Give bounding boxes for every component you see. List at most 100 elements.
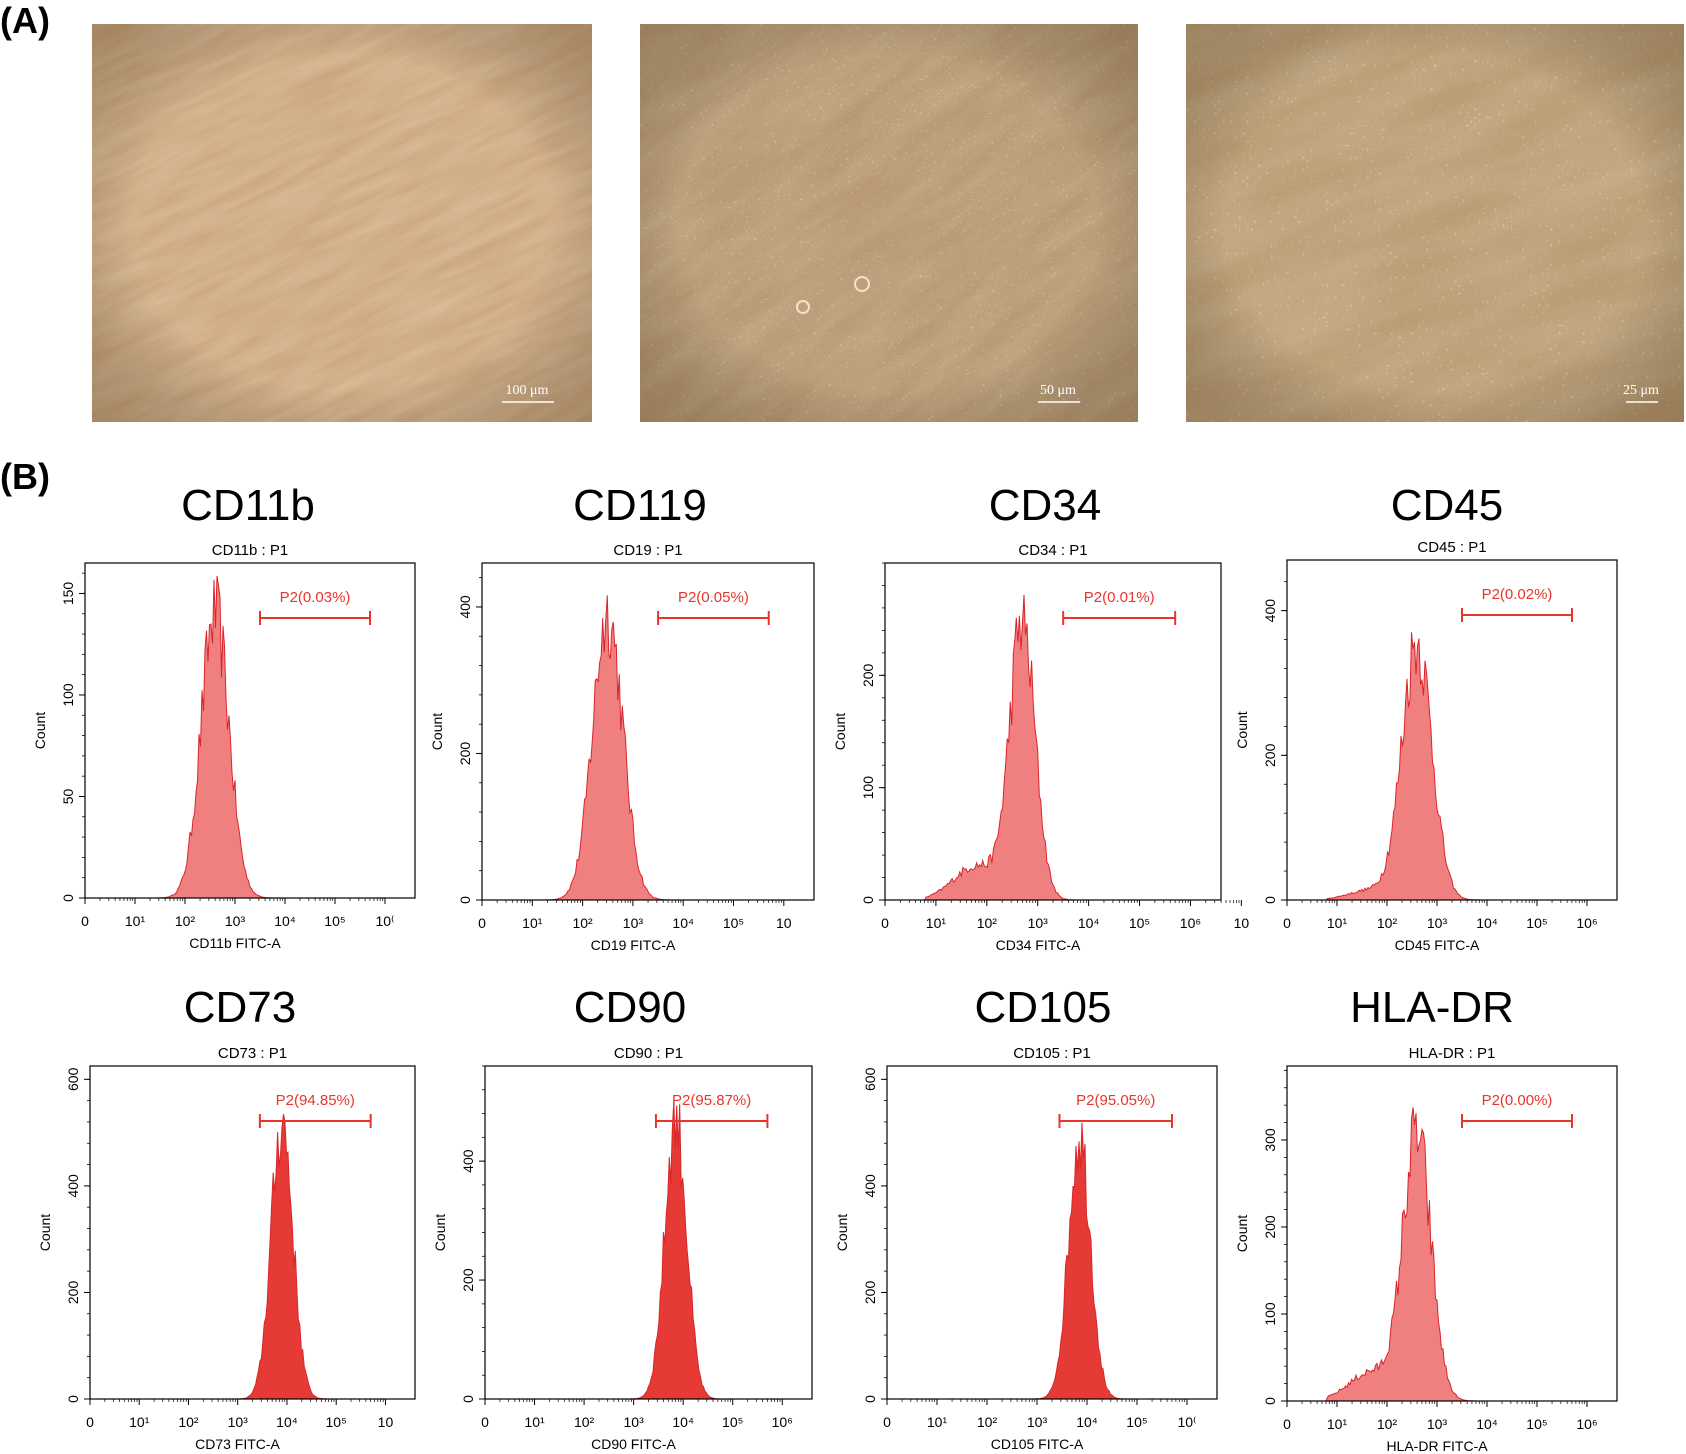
x-tick-label: 10³ [624, 1414, 645, 1430]
plot-subtitle: CD73 : P1 [218, 1045, 287, 1062]
x-tick-label: 10⁴ [1078, 915, 1100, 931]
plot-frame [1286, 1065, 1618, 1402]
x-axis-label: CD90 FITC-A [591, 1436, 676, 1452]
y-tick-label: 200 [460, 1268, 476, 1292]
y-axis-label: Count [1234, 711, 1250, 748]
x-tick-label: 0 [1283, 1416, 1291, 1432]
marker-title: CD34 [989, 481, 1102, 530]
x-tick-label: 10³ [225, 913, 246, 929]
scale-bar-label-2: 50 μm [1040, 383, 1076, 398]
y-tick-label: 0 [460, 1395, 476, 1403]
x-tick-label: 10⁽ [1177, 1414, 1196, 1430]
micrograph-1: 100 μm [92, 24, 592, 422]
x-tick-label: 10⁵ [326, 1414, 347, 1430]
marker-title: CD11b [181, 481, 315, 530]
histogram-cd105: CD105 CD105 : P1 0 200 400 600 Count 0 10¹ 10² 10³… [834, 983, 1218, 1452]
x-tick-label: 10⁵ [1526, 1416, 1547, 1432]
y-tick-label: 200 [457, 742, 473, 766]
histogram-cd73: CD73 CD73 : P1 0 200 400 600 Count 0 10¹ 10² 10³ 10… [37, 983, 416, 1452]
histogram-fill [485, 1101, 812, 1400]
x-tick-label: 0 [481, 1414, 489, 1430]
x-tick-label: 10¹ [125, 913, 146, 929]
histogram-fill [1287, 632, 1617, 901]
y-axis-label: Count [432, 1214, 448, 1251]
histogram-fill [885, 594, 1221, 901]
x-tick-label: 10² [572, 915, 593, 931]
x-tick-label: 10⁴ [276, 1414, 298, 1430]
x-tick-label: 10 [776, 915, 792, 931]
y-tick-label: 400 [862, 1174, 878, 1198]
y-tick-label: 400 [1262, 599, 1278, 623]
plot-frame [84, 562, 416, 899]
histogram-cd45: CD45 CD45 : P1 0 200 400 Count 0 10¹ 10² 10³ 10⁴ 10… [1234, 481, 1618, 953]
x-tick-label: 10⁵ [1126, 1414, 1147, 1430]
plot-subtitle: CD45 : P1 [1417, 539, 1486, 556]
x-axis-label: CD45 FITC-A [1395, 937, 1480, 953]
x-tick-label: 10⁵ [722, 1414, 743, 1430]
y-tick-label: 100 [860, 776, 876, 800]
x-axis-label: CD11b FITC-A [189, 935, 281, 951]
x-tick-label: 10⁵ [1129, 915, 1150, 931]
y-axis-label: Count [834, 1214, 850, 1251]
y-tick-label: 400 [457, 595, 473, 619]
y-tick-label: 200 [65, 1281, 81, 1305]
y-tick-label: 0 [860, 896, 876, 904]
histogram-fill [85, 575, 415, 899]
x-tick-label: 10⁶ [1180, 915, 1201, 931]
gate-label: P2(0.01%) [1084, 589, 1155, 606]
gate-label: P2(95.05%) [1076, 1092, 1155, 1109]
x-tick-label: 10³ [1027, 1414, 1048, 1430]
x-tick-label: 10² [178, 1414, 199, 1430]
x-tick-label: 10³ [1427, 1416, 1448, 1432]
y-axis-label: Count [32, 712, 48, 749]
x-tick-label: 10² [977, 1414, 998, 1430]
x-tick-label: 0 [883, 1414, 891, 1430]
histogram-cd11b: CD11b CD11b : P1 0 50 100 150 Count 0 10¹ 10² 10³ 1… [32, 481, 416, 951]
y-tick-label: 300 [1262, 1128, 1278, 1152]
x-tick-label: 10⁴ [1476, 1416, 1498, 1432]
x-tick-label: 10³ [1427, 915, 1448, 931]
y-tick-label: 100 [60, 683, 76, 707]
gate-label: P2(0.03%) [280, 589, 351, 606]
gate-label: P2(95.87%) [672, 1092, 751, 1109]
x-tick-label: 10⁴ [672, 1414, 694, 1430]
x-tick-label: 10⁽ [375, 913, 394, 929]
x-tick-label: 10⁶ [1576, 1416, 1597, 1432]
x-tick-label: 10¹ [1327, 1416, 1348, 1432]
y-tick-label: 0 [65, 1395, 81, 1403]
plot-frame [884, 562, 1222, 901]
plot-frame [89, 1065, 416, 1400]
x-tick-label: 10⁶ [772, 1414, 793, 1430]
gate-label: P2(0.05%) [678, 589, 749, 606]
micrograph-2-canvas: 50 μm [640, 24, 1138, 422]
y-axis-label: Count [1234, 1215, 1250, 1252]
x-tick-label: 0 [81, 913, 89, 929]
plot-frame [1286, 559, 1618, 901]
x-tick-label: 0 [478, 915, 486, 931]
x-tick-label: 10¹ [524, 1414, 545, 1430]
x-tick-label: 10⁵ [1526, 915, 1547, 931]
y-tick-label: 600 [862, 1067, 878, 1091]
y-tick-label: 0 [457, 896, 473, 904]
y-tick-label: 400 [460, 1149, 476, 1173]
histogram-hla-dr: HLA-DR HLA-DR : P1 0 100 200 300 Count 0 10¹ 10² 1… [1234, 983, 1618, 1454]
x-tick-label: 10 [1234, 915, 1250, 931]
x-tick-label: 10² [977, 915, 998, 931]
x-tick-label: 10⁵ [723, 915, 744, 931]
x-tick-label: 10³ [1028, 915, 1049, 931]
scale-bar-label-3: 25 μm [1623, 383, 1659, 398]
x-axis-label: CD105 FITC-A [991, 1436, 1084, 1452]
cell-highlight [796, 300, 810, 314]
y-tick-label: 0 [1262, 896, 1278, 904]
x-tick-label: 0 [881, 915, 889, 931]
y-axis-label: Count [37, 1214, 53, 1251]
x-tick-label: 10² [1377, 915, 1398, 931]
x-tick-label: 10⁴ [274, 913, 296, 929]
y-tick-label: 200 [862, 1281, 878, 1305]
plot-frame [481, 562, 815, 901]
x-tick-label: 10⁴ [1076, 1414, 1098, 1430]
panel-b-label: (B) [0, 456, 50, 497]
x-tick-label: 10¹ [522, 915, 543, 931]
x-tick-label: 10² [1377, 1416, 1398, 1432]
